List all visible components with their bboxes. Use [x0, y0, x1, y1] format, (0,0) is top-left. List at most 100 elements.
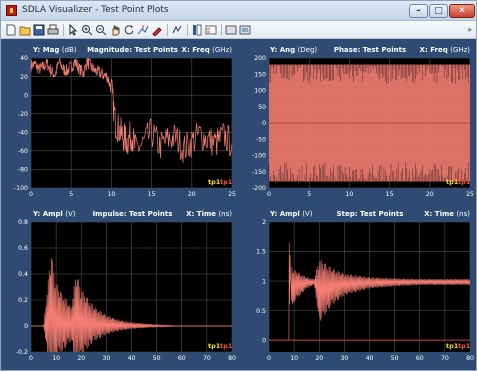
y-tick-label: 1.5: [256, 249, 266, 256]
y-tick-label: 0: [262, 120, 266, 127]
figure-area: Y: Mag (dB) Magnitude: Test Points X: Fr…: [1, 39, 476, 370]
maximize-icon: □: [434, 6, 443, 16]
plot-area: [31, 58, 232, 188]
data-cursor-icon[interactable]: [137, 24, 149, 36]
y-tick-label: 20: [20, 74, 28, 81]
x-tick-label: 70: [203, 355, 211, 362]
x-tick-label: 20: [77, 355, 85, 362]
x-tick-label: 25: [466, 191, 474, 198]
x-tick-label: 70: [441, 355, 449, 362]
save-icon[interactable]: [33, 24, 45, 36]
x-axis-label: X: Freq (GHz): [419, 46, 470, 54]
x-tick-label: 60: [178, 355, 186, 362]
link-plot-icon[interactable]: [171, 24, 183, 36]
zoom-in-icon[interactable]: [81, 24, 93, 36]
x-tick-label: 15: [386, 191, 394, 198]
x-tick-label: 10: [290, 355, 298, 362]
y-tick-label: -80: [18, 167, 28, 174]
y-axis-label: Y: Ang (Deg): [270, 46, 318, 54]
step-plot[interactable]: 0 10 20 30 40 50 60 70 80 2 1.5 1 0.5 0 tp1 tp1: [238, 209, 476, 369]
maximize-button[interactable]: □: [429, 4, 448, 18]
toolbar-separator: [63, 24, 64, 36]
plot-title: Impulse: Test Points: [92, 210, 173, 218]
plot-title: Step: Test Points: [336, 210, 404, 218]
zoom-out-icon[interactable]: [95, 24, 107, 36]
new-icon[interactable]: [5, 24, 17, 36]
legend-entry-red: tp1: [220, 178, 233, 186]
x-tick-label: 0: [267, 355, 271, 362]
y-tick-label: 100: [254, 88, 266, 95]
x-tick-label: 40: [366, 355, 374, 362]
close-icon: ✕: [458, 6, 466, 16]
x-tick-label: 50: [153, 355, 161, 362]
pan-icon[interactable]: [109, 24, 121, 36]
x-tick-label: 30: [340, 355, 348, 362]
open-icon[interactable]: [19, 24, 31, 36]
x-tick-label: 20: [315, 355, 323, 362]
x-tick-label: 15: [148, 191, 156, 198]
minimize-button[interactable]: –: [409, 4, 428, 18]
magnitude-plot[interactable]: 0 5 10 15 20 25 40 20 0 -20 -40 -60 -80 -100 tp1 tp1: [1, 45, 238, 205]
close-button[interactable]: ✕: [449, 4, 475, 18]
x-tick-label: 5: [69, 191, 73, 198]
magnitude-trace-tp1: [30, 57, 233, 163]
y-tick-label: 1: [262, 278, 266, 285]
y-tick-label: 0: [24, 92, 28, 99]
colorbar-icon[interactable]: [191, 24, 203, 36]
pointer-icon[interactable]: [67, 24, 79, 36]
y-tick-label: -20: [18, 111, 28, 118]
toolbar-separator: [187, 24, 188, 36]
hide-plot-tools-icon[interactable]: [225, 24, 237, 36]
y-tick-label: -150: [252, 169, 266, 176]
print-icon[interactable]: [47, 24, 59, 36]
toolbar-separator: [167, 24, 168, 36]
app-icon: [6, 5, 17, 16]
legend-entry-red: tp1: [220, 342, 233, 350]
legend-entry-red: tp1: [458, 178, 471, 186]
y-tick-label: 0: [262, 337, 266, 344]
y-tick-label: 0.8: [18, 219, 28, 226]
y-tick-label: -0.2: [16, 349, 28, 356]
x-tick-label: 20: [188, 191, 196, 198]
y-axis-label: Y: Ampl (V): [33, 210, 76, 218]
y-tick-label: 0.2: [18, 297, 28, 304]
title-bar[interactable]: SDLA Visualizer - Test Point Plots – □ ✕: [1, 1, 476, 21]
y-tick-label: 200: [254, 55, 266, 62]
brush-icon[interactable]: [151, 24, 163, 36]
x-tick-label: 25: [228, 191, 236, 198]
y-tick-label: -100: [252, 153, 266, 160]
x-tick-label: 20: [426, 191, 434, 198]
toolbar-separator: [221, 24, 222, 36]
toolbar: »: [1, 21, 476, 39]
x-tick-label: 40: [128, 355, 136, 362]
phase-plot[interactable]: 0 5 10 15 20 25 200 150 100 50 0 -50 -100 -150 -200 tp1…: [238, 45, 476, 205]
x-tick-label: 0: [29, 191, 33, 198]
show-plot-tools-icon[interactable]: [239, 24, 251, 36]
x-axis-label: X: Freq (GHz): [181, 46, 232, 54]
x-tick-label: 60: [416, 355, 424, 362]
y-tick-label: 0.5: [256, 308, 266, 315]
x-axis-label: X: Time (ns): [186, 210, 232, 218]
phase-panel: Y: Ang (Deg) Phase: Test Points X: Freq …: [238, 45, 476, 205]
x-tick-label: 80: [466, 355, 474, 362]
x-tick-label: 10: [52, 355, 60, 362]
y-tick-label: 0: [24, 323, 28, 330]
minimize-icon: –: [416, 6, 421, 16]
x-tick-label: 10: [107, 191, 115, 198]
toolbar-overflow-icon[interactable]: »: [467, 25, 472, 34]
y-tick-label: 150: [254, 71, 266, 78]
rotate-icon[interactable]: [123, 24, 135, 36]
legend-icon[interactable]: [205, 24, 217, 36]
magnitude-panel: Y: Mag (dB) Magnitude: Test Points X: Fr…: [1, 45, 238, 205]
x-tick-label: 0: [29, 355, 33, 362]
plot-title: Magnitude: Test Points: [87, 46, 178, 54]
panel-header: Y: Ampl (V) Impulse: Test Points X: Time…: [31, 210, 234, 220]
y-tick-label: -60: [18, 148, 28, 155]
y-tick-label: 2: [262, 219, 266, 226]
plot-title: Phase: Test Points: [333, 46, 407, 54]
y-tick-label: -100: [14, 185, 28, 192]
legend-entry-red: tp1: [458, 342, 471, 350]
x-tick-label: 5: [307, 191, 311, 198]
